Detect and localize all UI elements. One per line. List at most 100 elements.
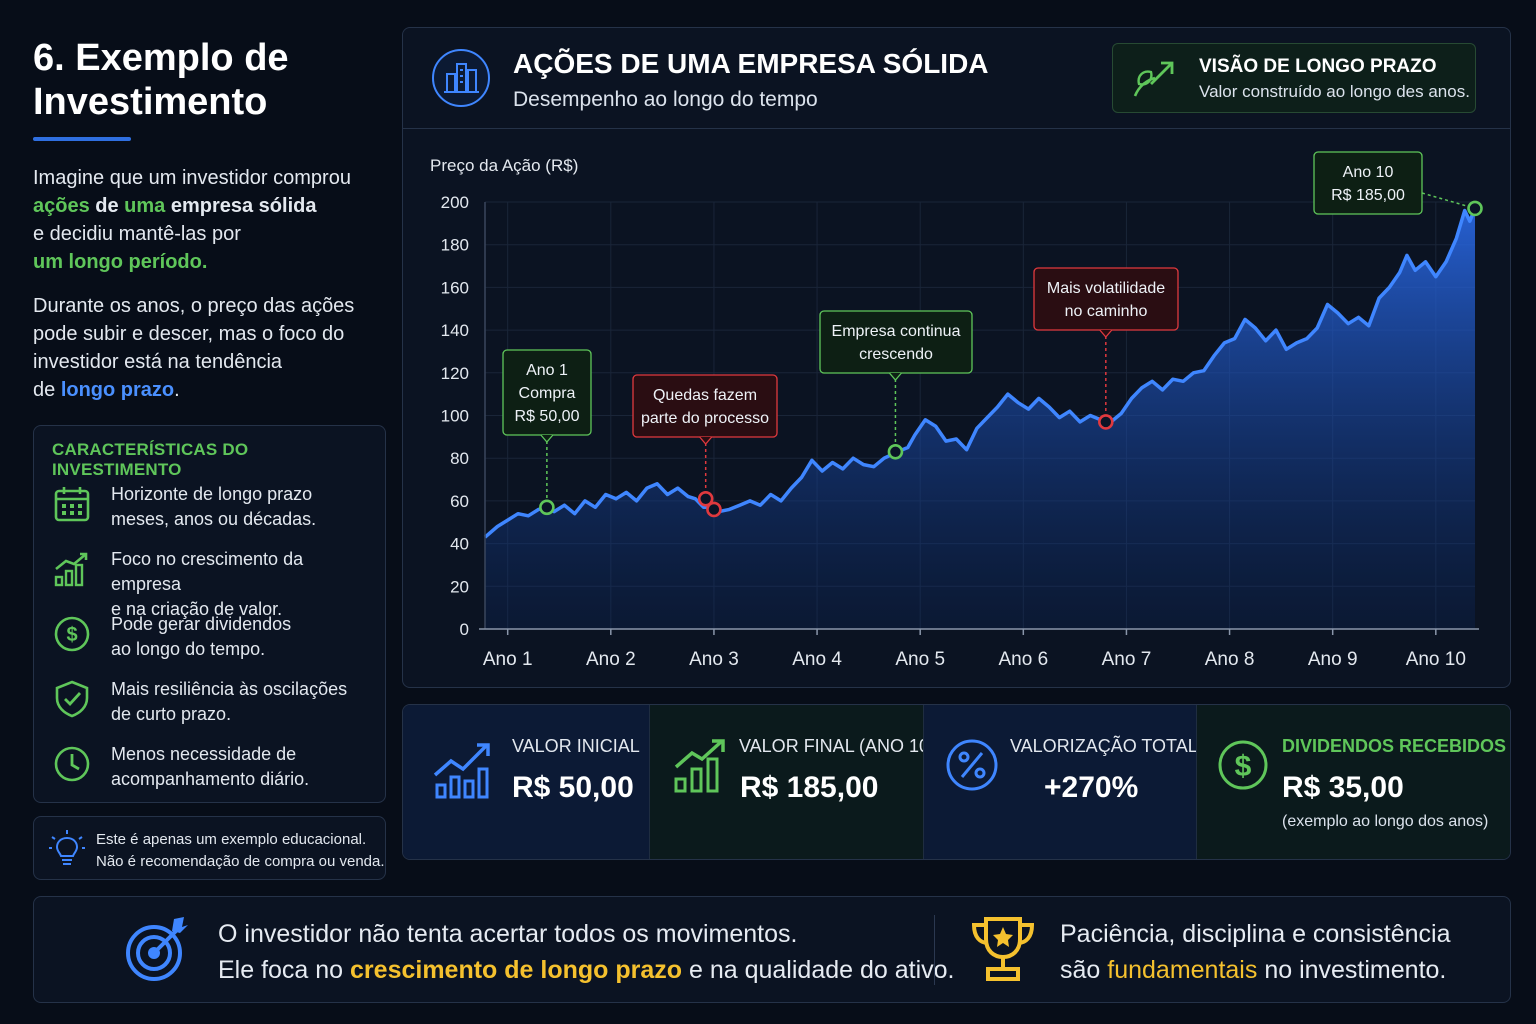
annotation-label: parte do processo — [641, 410, 769, 427]
highlight-text: fundamentais — [1107, 956, 1258, 984]
dollar-circle-icon: $ — [54, 616, 90, 652]
highlight-text: crescimento de longo prazo — [350, 956, 683, 984]
x-tick-label: Ano 7 — [1102, 649, 1152, 670]
kpi-initial-value: VALOR INICIAL R$ 50,00 — [403, 705, 649, 859]
intro-text: de — [33, 379, 61, 401]
chart-panel: AÇÕES DE UMA EMPRESA SÓLIDA Desempenho a… — [402, 27, 1511, 688]
chart-subtitle: Desempenho ao longo do tempo — [513, 88, 818, 111]
y-tick-label: 140 — [441, 321, 469, 340]
annotation-label: no caminho — [1065, 303, 1148, 320]
banner-text: e na qualidade do ativo. — [682, 956, 955, 984]
annotation-pointer — [888, 372, 902, 381]
buildings-icon — [432, 49, 490, 107]
disclaimer-line: Não é recomendação de compra ou venda. — [96, 853, 385, 870]
kpi-label: DIVIDENDOS RECEBIDOS — [1282, 736, 1507, 756]
feature-item: Foco no crescimento da empresa e na cria… — [52, 547, 372, 619]
kpi-label: VALOR FINAL (ANO 10) — [739, 736, 936, 756]
feature-line: e na criação de valor. — [111, 599, 283, 619]
annotation-box — [1313, 151, 1423, 215]
highlight-text: um longo período. — [33, 251, 208, 273]
disclaimer-text: Este é apenas um exemplo educacional. Nã… — [96, 829, 385, 873]
x-tick-label: Ano 4 — [792, 649, 842, 670]
percent-icon — [946, 739, 998, 791]
kpi-final-value: VALOR FINAL (ANO 10) R$ 185,00 — [649, 705, 935, 859]
growth-bars-icon — [674, 739, 725, 793]
growth-bars-icon — [54, 552, 88, 587]
x-tick-label: Ano 8 — [1205, 649, 1255, 670]
svg-text:$: $ — [1235, 750, 1252, 783]
annotation-label: Compra — [519, 385, 576, 402]
annotation-label: Quedas fazem — [653, 387, 757, 404]
y-tick-label: 60 — [450, 492, 469, 511]
clock-icon — [54, 746, 90, 782]
banner-line: O investidor não tenta acertar todos os … — [218, 920, 798, 948]
feature-line: ao longo do tempo. — [111, 639, 266, 659]
feature-line: acompanhamento diário. — [111, 769, 310, 789]
feature-line: Pode gerar dividendos — [111, 614, 292, 634]
annotation-label: Mais volatilidade — [1047, 280, 1165, 297]
annotation-label: Empresa continua — [832, 323, 961, 340]
annotation-pointer — [1099, 329, 1113, 338]
annotation-box — [819, 310, 973, 374]
calendar-icon — [54, 487, 90, 522]
lightbulb-icon — [49, 830, 85, 865]
svg-text:$: $ — [66, 624, 77, 646]
plant-growth-icon — [1133, 61, 1174, 97]
feature-item: Menos necessidade de acompanhamento diár… — [52, 742, 372, 798]
annotation-box — [632, 374, 778, 438]
banner-message-left: O investidor não tenta acertar todos os … — [218, 916, 954, 988]
disclaimer-line: Este é apenas um exemplo educacional. — [96, 831, 367, 848]
banner-message-right: Paciência, disciplina e consistência são… — [1060, 916, 1451, 988]
trophy-icon — [971, 917, 1035, 981]
intro-paragraph-1: Imagine que um investidor comprou ações … — [33, 164, 383, 276]
annotation-box — [1033, 267, 1179, 331]
y-tick-label: 0 — [460, 620, 469, 639]
highlight-text: uma — [124, 195, 166, 217]
feature-text: Horizonte de longo prazo meses, anos ou … — [111, 482, 316, 532]
kpi-value: R$ 50,00 — [512, 771, 634, 804]
banner-line: são fundamentais no investimento. — [1060, 952, 1451, 988]
annotation-marker — [539, 499, 555, 516]
stock-price-chart: 0 20 40 60 80 100 120 140 160 180 200 Ano 1 Ano 2 Ano… — [430, 151, 1483, 670]
shield-check-icon — [55, 680, 89, 718]
feature-line: Menos necessidade de — [111, 744, 297, 764]
y-tick-label: 40 — [450, 535, 469, 554]
x-tick-label: Ano 6 — [998, 649, 1048, 670]
chart-annotations: Ano 1 Compra R$ 50,00 Quedas fazem parte do … — [502, 151, 1483, 518]
annotation-label: crescendo — [859, 346, 933, 363]
intro-text: . — [174, 379, 180, 401]
page-title: 6. Exemplo de Investimento — [33, 37, 289, 123]
chart-axes: 0 20 40 60 80 100 120 140 160 180 200 Ano 1 Ano 2 Ano… — [430, 156, 1479, 670]
disclaimer-card: Este é apenas um exemplo educacional. Nã… — [33, 816, 386, 880]
intro-line: pode subir e descer, mas o foco do — [33, 323, 345, 345]
annotation-marker — [1467, 200, 1483, 217]
kpi-panel: VALOR INICIAL R$ 50,00 VALOR FINAL (ANO … — [402, 704, 1511, 860]
annotation-label: Ano 10 — [1343, 164, 1394, 181]
feature-line: de curto prazo. — [111, 704, 232, 724]
highlight-text: longo prazo — [60, 379, 175, 401]
x-tick-label: Ano 1 — [483, 649, 533, 670]
annotation-label: R$ 50,00 — [515, 408, 580, 425]
dollar-circle-icon: $ — [1218, 740, 1268, 790]
intro-text: de — [89, 195, 125, 217]
kpi-dividends: $ DIVIDENDOS RECEBIDOS R$ 35,00 (exemplo… — [1196, 705, 1510, 859]
highlight-text: ações — [33, 195, 90, 217]
annotation-pointer — [699, 436, 713, 445]
intro-paragraph-2: Durante os anos, o preço das ações pode … — [33, 292, 383, 404]
intro-text: empresa sólida — [165, 195, 317, 217]
banner-text: são — [1060, 956, 1108, 984]
y-tick-label: 160 — [441, 278, 469, 297]
badge-subtitle: Valor construído ao longo des anos. — [1199, 82, 1470, 101]
title-underline — [33, 137, 131, 141]
annotation-pointer — [540, 434, 554, 443]
kpi-label: VALOR INICIAL — [512, 736, 640, 756]
features-title: CARACTERÍSTICAS DO INVESTIMENTO — [52, 440, 249, 479]
key-message-banner: O investidor não tenta acertar todos os … — [33, 896, 1511, 1003]
chart-up-icon — [433, 743, 490, 799]
y-tick-label: 120 — [441, 364, 469, 383]
y-tick-label: 200 — [441, 193, 469, 212]
banner-text: no investimento. — [1257, 956, 1447, 984]
intro-line: investidor está na tendência — [33, 351, 283, 373]
feature-text: Mais resiliência às oscilações de curto … — [111, 677, 347, 727]
annotation-marker — [697, 490, 714, 507]
